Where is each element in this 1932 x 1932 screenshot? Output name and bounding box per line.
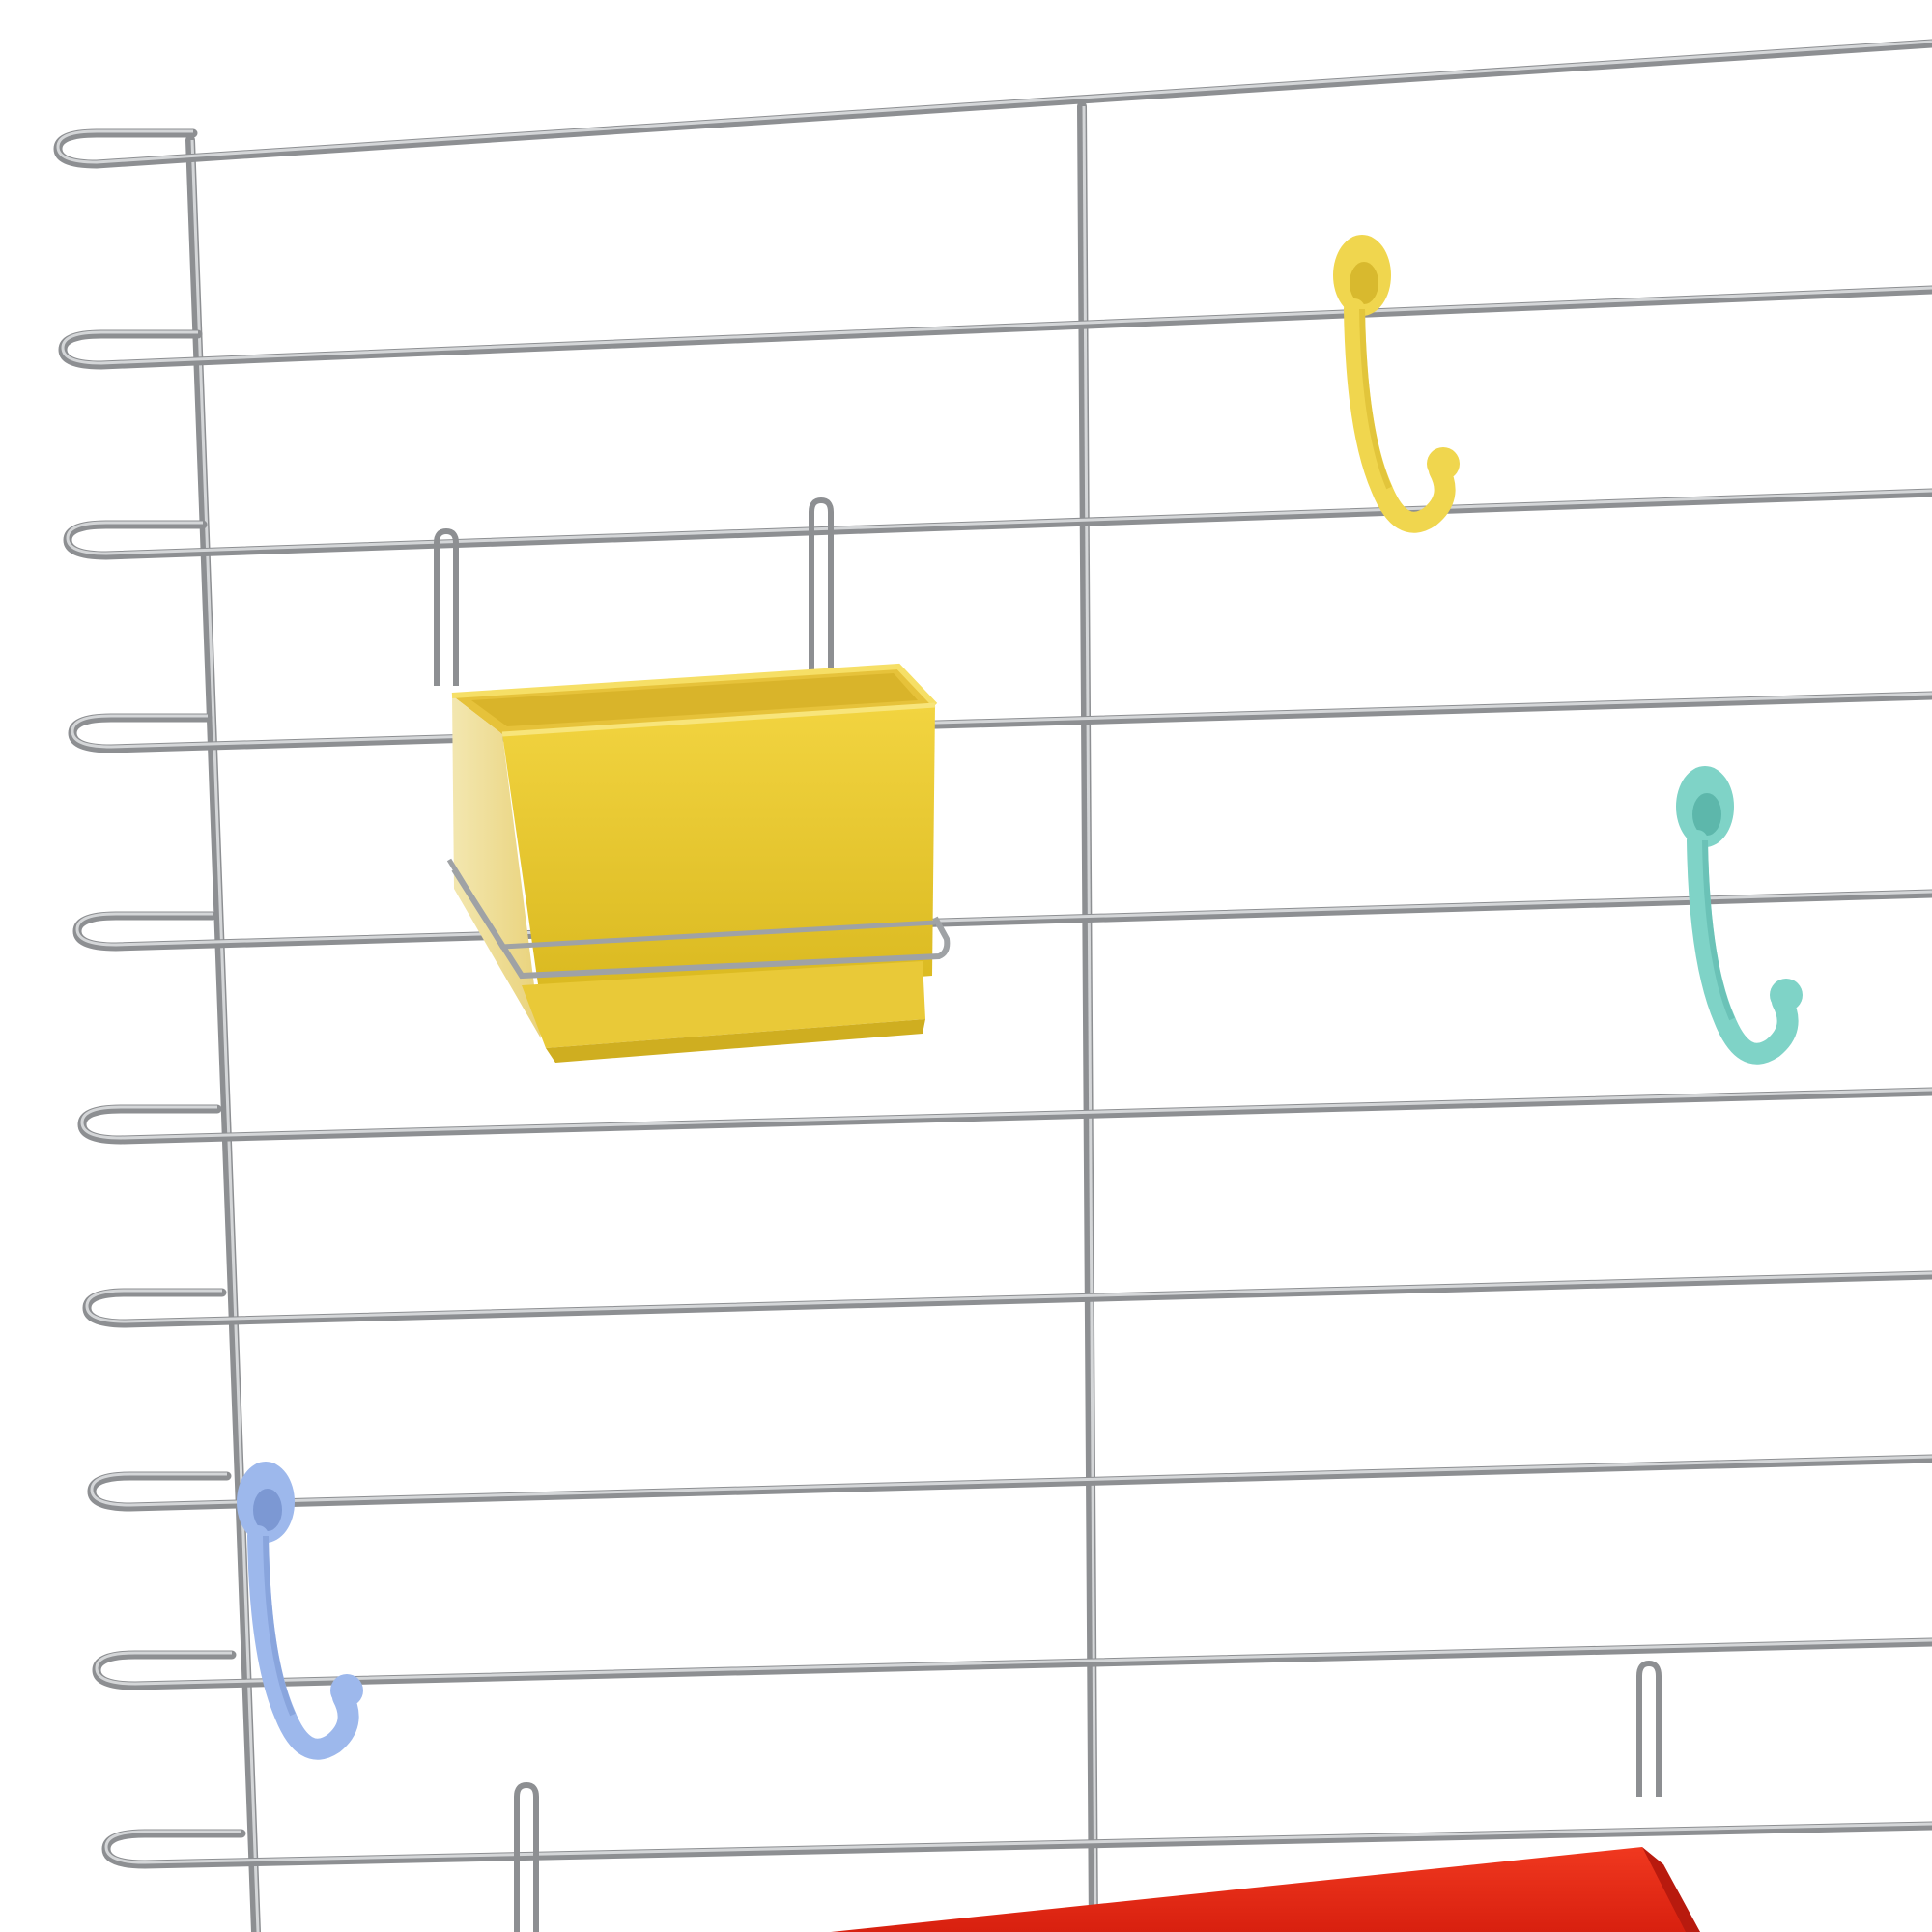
horizontal-wire-highlight: [66, 489, 1932, 555]
s-hook-icon: [1676, 766, 1803, 1065]
vertical-wire: [185, 135, 261, 1932]
vertical-wire-highlight: [1082, 105, 1097, 1932]
s-hook-icon: [1333, 235, 1460, 533]
horizontal-wire-highlight: [75, 890, 1932, 947]
horizontal-wire-highlight: [90, 1455, 1932, 1507]
horizontal-wire-highlight: [95, 1638, 1932, 1686]
horizontal-wire-highlight: [85, 1271, 1932, 1323]
vertical-wires: [185, 101, 1098, 1932]
horizontal-wire-highlight: [80, 1088, 1932, 1140]
s-hook-icon: [237, 1462, 363, 1760]
horizontal-wires: [53, 39, 1932, 1869]
feeder-cup: [434, 497, 951, 1063]
horizontal-wire-highlight: [71, 692, 1932, 749]
vertical-wire: [1077, 101, 1098, 1932]
horizontal-wire-highlight: [104, 1822, 1932, 1864]
vertical-wire-highlight: [190, 139, 260, 1932]
feeder-dish: [514, 1660, 1700, 1932]
horizontal-wire-highlight: [61, 286, 1932, 365]
horizontal-wire-highlight: [56, 40, 1932, 164]
